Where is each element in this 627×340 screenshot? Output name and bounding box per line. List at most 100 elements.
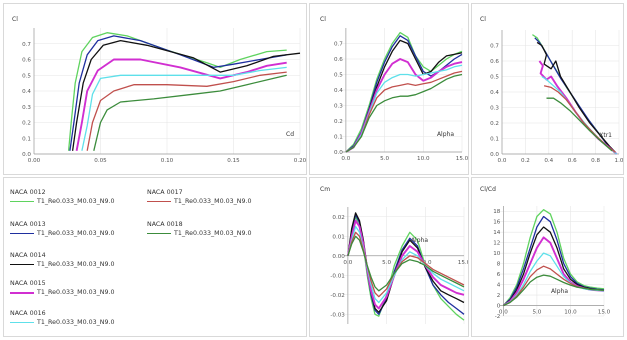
legend-entry[interactable]: NACA 0013 T1_Re0.033_M0.03_N9.0 [10,220,114,238]
series-line [536,41,616,153]
y-tick-label: 0.1 [334,135,343,141]
legend-foil-name: NACA 0018 [147,221,183,228]
y-tick-label: 12 [493,241,500,247]
panel-clcd-alpha: 0.0 5.0 10.0 15.0 -2 0 2 4 6 8 10 12 14 16 18 Cl/Cd Alph… [471,177,624,337]
legend-foil-name: NACA 0017 [147,189,183,196]
y-axis-label: Cl [320,16,326,23]
series-line [69,35,287,151]
y-axis-label: Cm [320,186,330,193]
series-line [86,71,287,151]
y-tick-label: 0.4 [22,89,31,95]
y-tick-label: 0.0 [490,152,499,158]
x-tick-label: 0.05 [94,158,107,164]
x-tick-label: 15.0 [456,156,468,162]
legend-series-name: T1_Re0.033_M0.03_N9.0 [37,319,115,326]
legend-series-name: T1_Re0.033_M0.03_N9.0 [174,230,252,237]
chart-cl-cd: 0.00 0.05 0.10 0.15 0.20 0.0 0.1 0.2 0.3 0.4 0.5 0.… [12,16,306,164]
legend-foil-name: NACA 0014 [10,252,46,259]
legend-swatch [10,322,34,323]
x-tick-label: 0.0 [498,158,507,164]
x-tick-label: 0.10 [161,158,174,164]
y-tick-label: 0.4 [490,90,499,96]
y-axis-label: Cl [12,16,18,23]
y-tick-label: 0.7 [334,42,343,48]
legend-entry[interactable]: NACA 0017 T1_Re0.033_M0.03_N9.0 [147,188,251,206]
series-line [93,74,287,151]
y-tick-label: 10 [493,251,501,257]
panel-cl-alpha: 0.0 5.0 10.0 15.0 0.0 0.1 0.2 0.3 0.4 0.5 0.6 0.7 Cl… [309,3,469,175]
y-tick-label: 0.01 [332,234,345,240]
series-line [75,58,287,151]
legend-swatch [147,201,171,202]
legend-entry[interactable]: NACA 0014 T1_Re0.033_M0.03_N9.0 [10,251,114,269]
legend-series-name: T1_Re0.033_M0.03_N9.0 [37,261,115,268]
legend-foil-name: NACA 0013 [10,221,46,228]
y-tick-label: -0.02 [330,293,344,299]
y-tick-label: 0.00 [332,254,345,260]
y-tick-label: 0.6 [22,58,31,64]
series-line [81,66,287,151]
series-line [345,31,463,153]
x-axis-label: Alpha [551,288,568,295]
x-axis-label: Alpha [437,131,454,138]
y-tick-label: 0.02 [332,215,344,221]
panel-cl-xtr1: 0.0 0.2 0.4 0.6 0.8 1.0 0.0 0.1 0.2 0.3 0.4 0.5 0.6 0… [471,3,624,175]
y-tick-label: 0.2 [334,119,343,125]
x-tick-label: 0.6 [568,158,577,164]
series-line [347,231,465,298]
y-tick-label: -0.03 [330,312,345,318]
y-tick-label: -0.01 [330,273,345,279]
chart-cm-alpha: 0.0 5.0 10.0 15.0 -0.03 -0.02 -0.01 0.00 0.01 0.0… [320,186,468,324]
y-tick-label: 0.2 [490,121,499,127]
legend-entry[interactable]: NACA 0018 T1_Re0.033_M0.03_N9.0 [147,220,251,238]
series-line [347,216,465,321]
y-tick-label: 0.3 [490,106,499,112]
x-axis-label: Alpha [411,237,428,244]
x-tick-label: 15.0 [598,310,611,316]
series-line [347,235,465,292]
x-axis-label: Cd [286,131,294,138]
chart-clcd-alpha: 0.0 5.0 10.0 15.0 -2 0 2 4 6 8 10 12 14 16 18 Cl/Cd Alph… [480,186,611,320]
y-tick-label: 2 [497,293,501,299]
y-tick-label: 0.7 [22,42,31,48]
legend-swatch [10,233,34,234]
x-tick-label: 5.0 [382,260,391,266]
legend-swatch [10,264,34,265]
series-line [546,97,613,152]
y-tick-label: 0.3 [334,104,343,110]
panel-cm-alpha: 0.0 5.0 10.0 15.0 -0.03 -0.02 -0.01 0.00 0.01 0.0… [309,177,469,337]
y-tick-label: 0.2 [22,121,31,127]
grid [500,206,605,317]
panel-legend: NACA 0012 T1_Re0.033_M0.03_N9.0 NACA 001… [3,177,307,337]
series-line [71,39,301,151]
grid [344,207,465,324]
legend-entry[interactable]: NACA 0012 T1_Re0.033_M0.03_N9.0 [10,188,114,206]
y-tick-label: 6 [497,272,501,278]
y-tick-label: 0.5 [490,75,499,81]
x-tick-label: 1.0 [615,158,623,164]
y-tick-label: 0.1 [490,137,499,143]
legend-swatch [10,291,34,294]
y-tick-label: 0.7 [490,44,499,50]
y-tick-label: 0.5 [22,73,31,79]
x-tick-label: 5.0 [532,310,541,316]
series-line [502,209,605,306]
chart-cl-alpha: 0.0 5.0 10.0 15.0 0.0 0.1 0.2 0.3 0.4 0.5 0.6 0.7 Cl… [320,16,468,162]
y-axis-label: Cl/Cd [480,186,496,193]
legend-series-name: T1_Re0.033_M0.03_N9.0 [37,198,115,205]
y-tick-label: -2 [495,314,501,320]
x-tick-label: 0.4 [544,158,553,164]
legend-entry[interactable]: NACA 0015 T1_Re0.033_M0.03_N9.0 [10,279,114,297]
x-tick-label: 0.20 [294,158,306,164]
y-tick-label: 8 [497,262,501,268]
legend-entry[interactable]: NACA 0016 T1_Re0.033_M0.03_N9.0 [10,309,114,327]
x-tick-label: 10.0 [417,156,430,162]
x-tick-label: 5.0 [380,156,389,162]
legend-series-name: T1_Re0.033_M0.03_N9.0 [37,230,115,237]
legend-foil-name: NACA 0012 [10,189,46,196]
legend-foil-name: NACA 0016 [10,310,46,317]
y-tick-label: 14 [493,230,501,236]
y-tick-label: 18 [493,209,501,215]
series-line [346,219,465,310]
legend-swatch [10,201,34,202]
